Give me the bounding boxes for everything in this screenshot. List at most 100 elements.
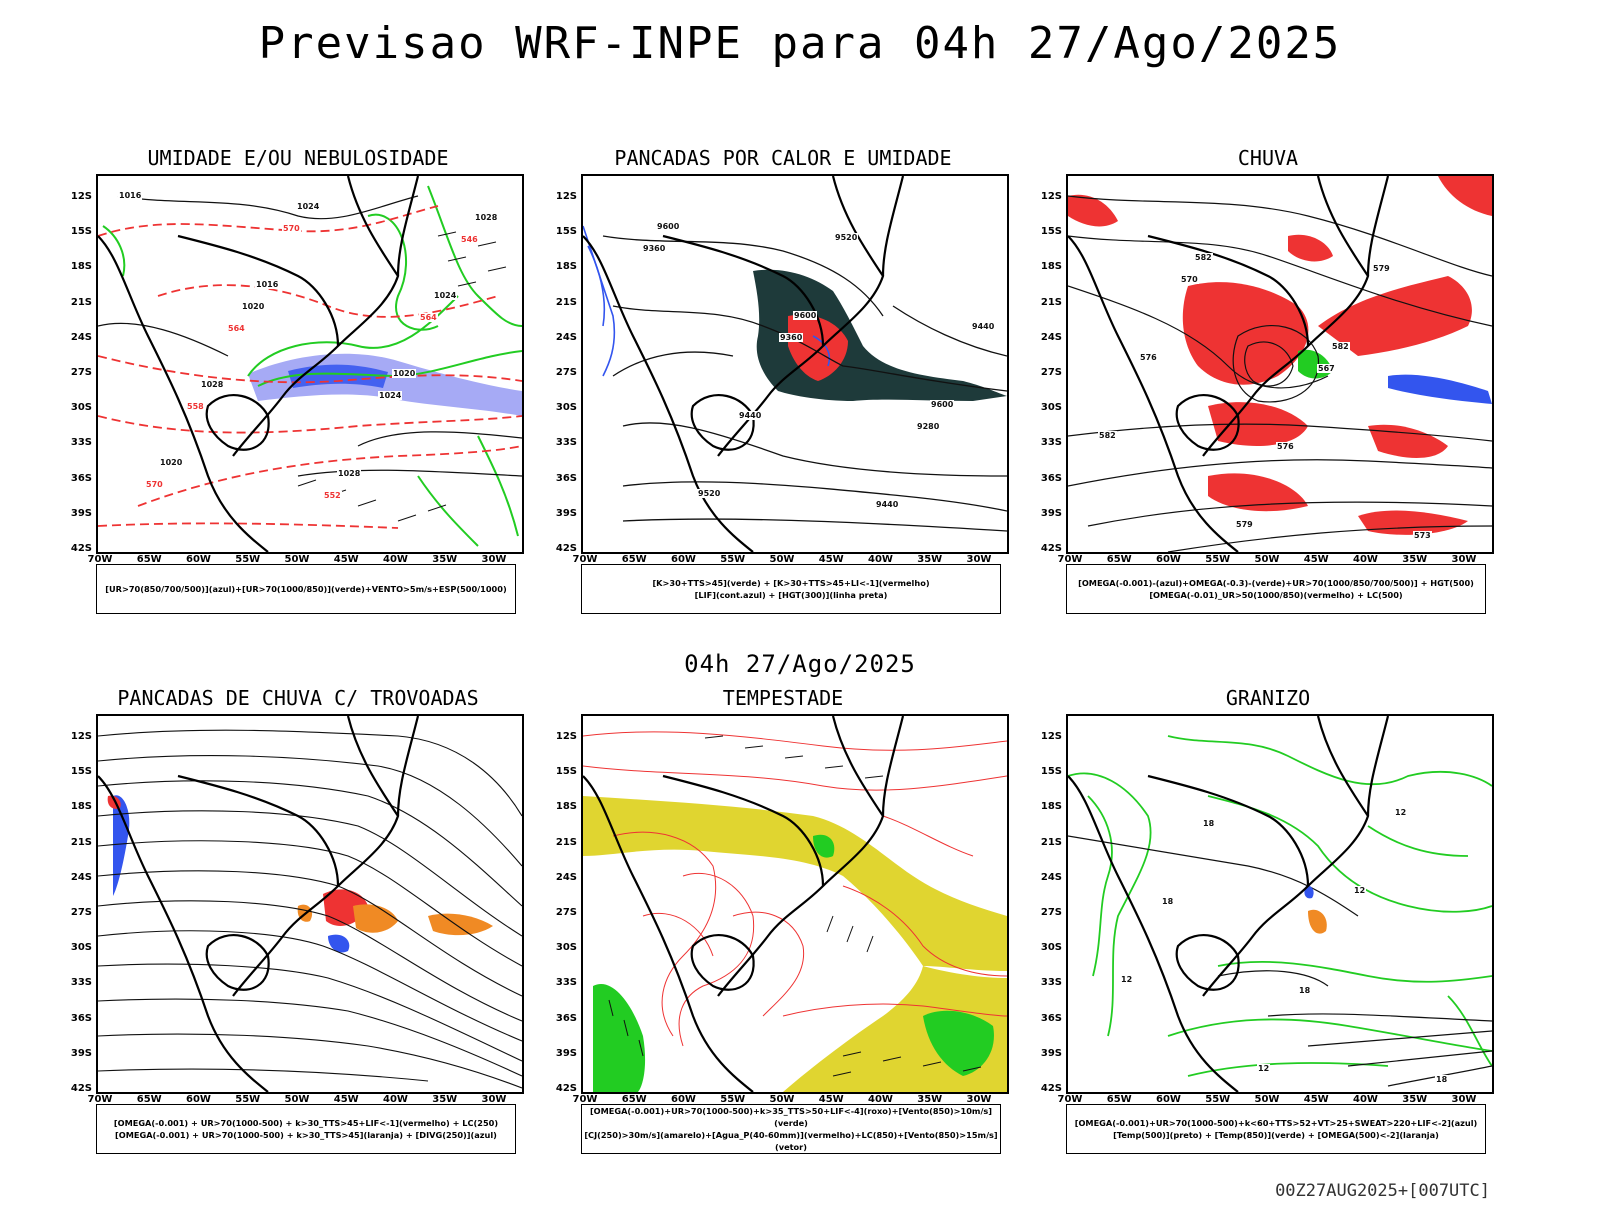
latitude-tick-label: 21S — [555, 836, 577, 848]
panel-legend: [UR>70(850/700/500)](azul)+[UR>70(1000/8… — [96, 564, 516, 614]
latitude-tick-label: 12S — [555, 731, 577, 742]
contour-label: 1028 — [200, 380, 225, 389]
contour-label: 573 — [1413, 531, 1432, 540]
latitude-tick-label: 27S — [555, 367, 577, 378]
panel-trovoadas[interactable]: PANCADAS DE CHUVA C/ TROVOADAS — [58, 686, 558, 1206]
contour-label: 9600 — [793, 311, 818, 320]
forecast-map[interactable]: 582 582 582 579 579 576 576 573 570 567 — [1066, 174, 1494, 554]
legend-line: [OMEGA(-0.001) + UR>70(1000-500) + k>30_… — [115, 1130, 497, 1140]
contour-label: 18 — [1161, 897, 1175, 906]
latitude-tick-label: 18S — [555, 261, 577, 273]
longitude-tick-label: 70W — [87, 554, 113, 565]
panel-legend: [K>30+TTS>45](verde) + [K>30+TTS>45+LI<-… — [581, 564, 1001, 614]
latitude-tick-label: 24S — [1040, 331, 1062, 343]
contour-label: 9360 — [779, 333, 804, 342]
latitude-tick-label: 42S — [1040, 1083, 1062, 1094]
latitude-tick-label: 27S — [70, 367, 92, 378]
longitude-tick-label: 35W — [917, 1094, 943, 1105]
forecast-map[interactable] — [581, 714, 1009, 1094]
forecast-map[interactable]: 9600 9600 9600 9520 9520 9440 9440 9440 9360 9360… — [581, 174, 1009, 554]
latitude-tick-label: 33S — [1040, 437, 1062, 449]
latitude-tick-label: 15S — [555, 766, 577, 778]
longitude-tick-label: 65W — [621, 554, 647, 565]
panel-umidade[interactable]: UMIDADE E/OU NEBULOSIDADE — [58, 146, 558, 666]
longitude-tick-label: 65W — [1106, 554, 1132, 565]
legend-line: [OMEGA(-0.001)-(azul)+OMEGA(-0.3)-(verde… — [1078, 578, 1474, 588]
legend-line: [OMEGA(-0.001)+UR>70(1000-500)+k>35_TTS>… — [589, 1106, 993, 1128]
legend-line: [OMEGA(-0.01)_UR>50(1000/850)(vermelho) … — [1149, 590, 1403, 600]
contour-label: 1016 — [255, 280, 280, 289]
legend-line: [Temp(500)](preto) + [Temp(850)](verde) … — [1113, 1130, 1439, 1140]
longitude-tick-label: 60W — [186, 554, 211, 565]
panel-chuva[interactable]: CHUVA — [1028, 146, 1528, 666]
panel-legend: [OMEGA(-0.001)+UR>70(1000-500)+k>35_TTS>… — [581, 1104, 1001, 1154]
contour-label: 9440 — [738, 411, 763, 420]
latitude-tick-label: 21S — [555, 296, 577, 308]
panel-pancadas-calor[interactable]: PANCADAS POR CALOR E UMIDADE — [543, 146, 1043, 666]
panel-legend: [OMEGA(-0.001) + UR>70(1000-500) + k>30_… — [96, 1104, 516, 1154]
latitude-tick-label: 42S — [1040, 543, 1062, 554]
forecast-map[interactable]: 1016 1016 1020 1020 1024 1024 1028 1028 1028 1020… — [96, 174, 524, 554]
longitude-tick-label: 65W — [136, 554, 162, 565]
map-canvas — [1068, 716, 1492, 1092]
contour-label: 9520 — [834, 233, 859, 242]
contour-label: 12 — [1394, 808, 1408, 817]
contour-label: 1020 — [392, 369, 417, 378]
longitude-tick-label: 30W — [966, 554, 992, 565]
latitude-tick-label: 27S — [555, 907, 577, 918]
panel-title: TEMPESTADE — [722, 686, 844, 710]
longitude-tick-label: 55W — [235, 554, 261, 565]
contour-label: 582 — [1194, 253, 1213, 262]
legend-line: [LIF](cont.azul) + [HGT(300)](linha pret… — [694, 590, 888, 600]
longitude-tick-label: 65W — [136, 1094, 162, 1105]
longitude-tick-label: 70W — [1057, 1094, 1083, 1105]
legend-line: [OMEGA(-0.001) + UR>70(1000-500) + k>30_… — [113, 1118, 499, 1128]
latitude-tick-label: 33S — [70, 437, 92, 449]
latitude-tick-label: 24S — [70, 871, 92, 883]
latitude-tick-label: 18S — [70, 261, 92, 273]
latitude-tick-label: 12S — [70, 191, 92, 202]
panel-granizo[interactable]: GRANIZO — [1028, 686, 1528, 1206]
forecast-map[interactable]: 12 12 12 12 18 18 18 18 — [1066, 714, 1494, 1094]
latitude-tick-label: 33S — [1040, 977, 1062, 989]
contour-label: 582 — [1331, 342, 1350, 351]
latitude-tick-label: 33S — [555, 977, 577, 989]
longitude-tick-label: 65W — [621, 1094, 647, 1105]
latitude-tick-label: 21S — [1040, 296, 1062, 308]
latitude-tick-label: 33S — [70, 977, 92, 989]
latitude-tick-label: 42S — [555, 543, 577, 554]
longitude-tick-label: 60W — [186, 1094, 211, 1105]
contour-label: 564 — [419, 313, 438, 322]
longitude-tick-label: 70W — [572, 1094, 598, 1105]
longitude-tick-label: 50W — [284, 1094, 310, 1105]
longitude-tick-label: 50W — [1254, 554, 1280, 565]
map-canvas — [98, 176, 522, 552]
longitude-tick-label: 40W — [383, 1094, 408, 1105]
latitude-tick-label: 36S — [1040, 472, 1062, 484]
latitude-tick-label: 39S — [555, 1047, 577, 1059]
contour-label: 12 — [1120, 975, 1134, 984]
longitude-tick-label: 45W — [818, 554, 844, 565]
contour-label: 570 — [1180, 275, 1199, 284]
longitude-tick-label: 35W — [917, 554, 943, 565]
contour-label: 579 — [1372, 264, 1391, 273]
contour-label: 12 — [1257, 1064, 1271, 1073]
longitude-tick-label: 35W — [1402, 554, 1428, 565]
contour-label: 1024 — [296, 202, 321, 211]
contour-label: 18 — [1435, 1075, 1449, 1084]
longitude-tick-label: 45W — [818, 1094, 844, 1105]
latitude-tick-label: 24S — [1040, 871, 1062, 883]
panel-tempestade[interactable]: TEMPESTADE — [543, 686, 1043, 1206]
contour-label: 9440 — [875, 500, 900, 509]
map-canvas — [98, 716, 522, 1092]
forecast-map[interactable] — [96, 714, 524, 1094]
page-title: Previsao WRF-INPE para 04h 27/Ago/2025 — [258, 18, 1342, 69]
longitude-tick-label: 45W — [333, 554, 359, 565]
latitude-tick-label: 39S — [1040, 1047, 1062, 1059]
contour-label: 9520 — [697, 489, 722, 498]
contour-label: 9600 — [656, 222, 681, 231]
panel-legend: [OMEGA(-0.001)+UR>70(1000-500)+k<60+TTS>… — [1066, 1104, 1486, 1154]
map-canvas — [583, 176, 1007, 552]
longitude-tick-label: 60W — [1156, 1094, 1181, 1105]
contour-label: 1028 — [474, 213, 499, 222]
